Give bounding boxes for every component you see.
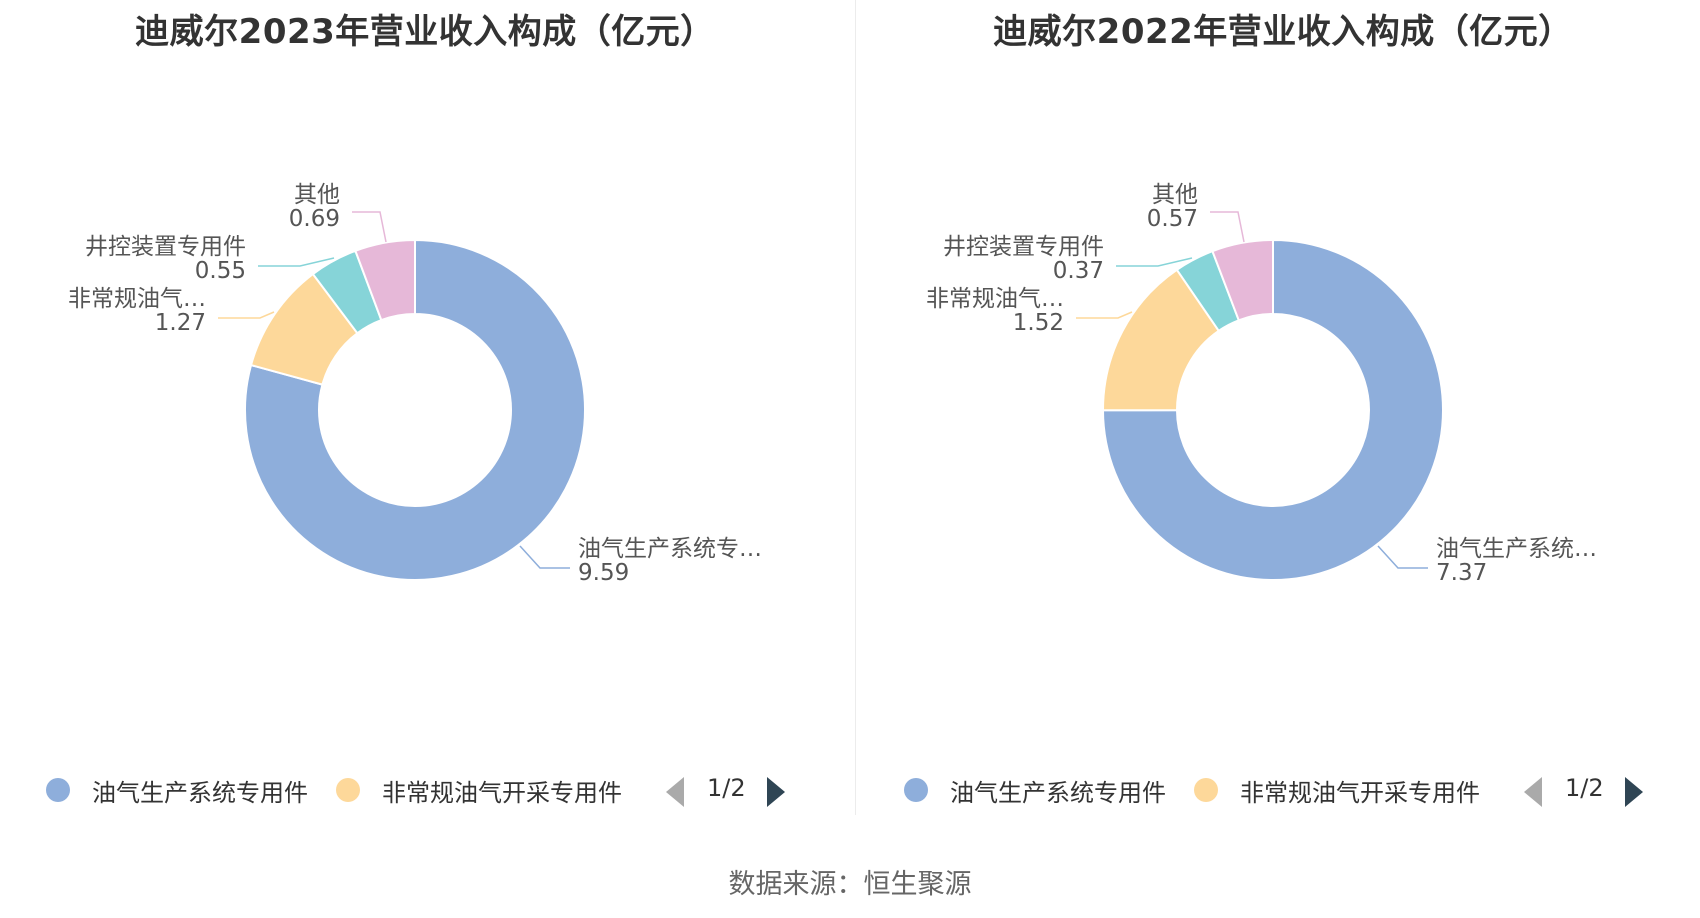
legend-item[interactable]: 油气生产系统专用件	[904, 772, 1166, 808]
data-source: 数据来源：恒生聚源	[728, 869, 972, 900]
slice-label-value: 1.27	[155, 310, 206, 336]
legend-marker	[46, 778, 70, 802]
leader-line	[519, 545, 570, 569]
legend-marker	[904, 778, 928, 802]
chart-panel-2022: 迪威尔2022年营业收入构成（亿元） 油气生产系统… 7.37 非常规油气… 1.52…	[858, 0, 1700, 830]
slice-label-name: 油气生产系统…	[1436, 536, 1597, 562]
slice-label-value: 0.57	[1147, 206, 1198, 232]
donut-slice[interactable]	[244, 238, 586, 581]
legend-label: 非常规油气开采专用件	[1240, 778, 1480, 807]
chart-title: 迪威尔2023年营业收入构成（亿元）	[135, 12, 715, 52]
donut-slice[interactable]	[1211, 238, 1274, 322]
leader-line	[258, 257, 335, 267]
chart-panel-2023: 迪威尔2023年营业收入构成（亿元） 油气生产系统专… 9.59 非常规油气… 1.2…	[0, 0, 850, 830]
slice-label-name: 油气生产系统专…	[578, 536, 762, 562]
leader-line	[1377, 545, 1428, 569]
legend: 油气生产系统专用件 非常规油气开采专用件 1/2	[46, 772, 846, 808]
legend-pager: 1/2	[666, 772, 786, 808]
page-indicator: 1/2	[1565, 774, 1604, 802]
slice-label-name: 井控装置专用件	[85, 234, 246, 260]
legend-pager: 1/2	[1524, 772, 1644, 808]
next-page-icon[interactable]	[1625, 777, 1643, 807]
panel-divider	[855, 0, 856, 815]
slice-label-name: 井控装置专用件	[943, 234, 1104, 260]
prev-page-icon[interactable]	[666, 777, 684, 807]
chart-title: 迪威尔2022年营业收入构成（亿元）	[993, 12, 1573, 52]
donut-slice[interactable]	[354, 238, 416, 322]
slice-label-name: 非常规油气…	[68, 286, 206, 312]
legend: 油气生产系统专用件 非常规油气开采专用件 1/2	[904, 772, 1700, 808]
legend-item[interactable]: 非常规油气开采专用件	[336, 772, 622, 808]
slice-label-value: 0.55	[195, 258, 246, 284]
leader-line	[1210, 211, 1245, 243]
slice-label-name: 非常规油气…	[926, 286, 1064, 312]
legend-marker	[1194, 778, 1218, 802]
leader-line	[352, 211, 387, 243]
legend-label: 油气生产系统专用件	[950, 778, 1166, 807]
leader-line	[218, 311, 275, 319]
slice-label-name: 其他	[294, 182, 340, 208]
page-indicator: 1/2	[707, 774, 746, 802]
slice-label-name: 其他	[1152, 182, 1198, 208]
prev-page-icon[interactable]	[1524, 777, 1542, 807]
donut-slice[interactable]	[1101, 238, 1444, 581]
leader-line	[1076, 311, 1133, 319]
legend-item[interactable]: 非常规油气开采专用件	[1194, 772, 1480, 808]
legend-label: 油气生产系统专用件	[92, 778, 308, 807]
next-page-icon[interactable]	[767, 777, 785, 807]
slice-label-value: 7.37	[1436, 560, 1487, 586]
slice-label-value: 1.52	[1013, 310, 1064, 336]
legend-label: 非常规油气开采专用件	[382, 778, 622, 807]
leader-line	[1116, 257, 1193, 267]
slice-label-value: 0.69	[289, 206, 340, 232]
legend-item[interactable]: 油气生产系统专用件	[46, 772, 308, 808]
slice-label-value: 9.59	[578, 560, 629, 586]
slice-label-value: 0.37	[1053, 258, 1104, 284]
legend-marker	[336, 778, 360, 802]
